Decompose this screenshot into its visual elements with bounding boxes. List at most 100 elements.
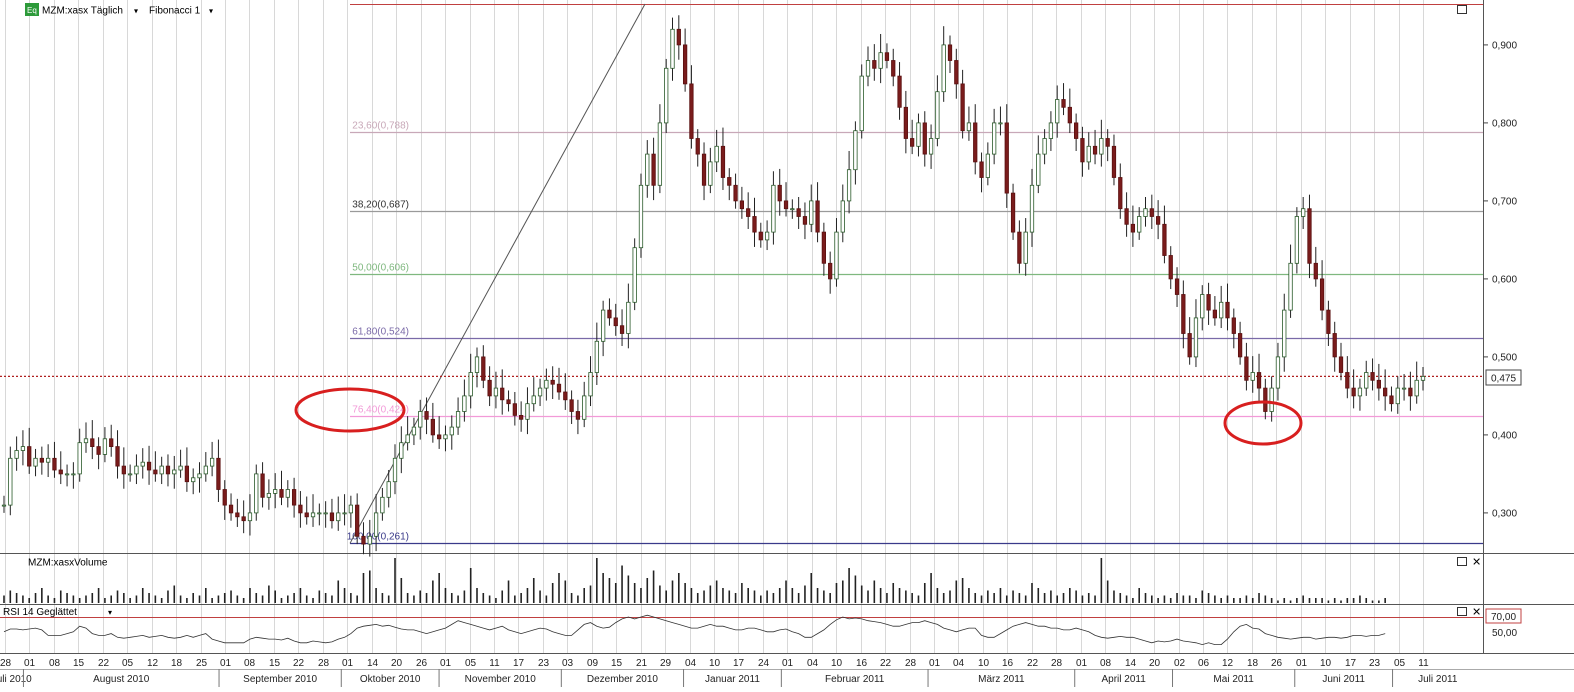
candle-body [922, 122, 927, 155]
day-label: 10 [709, 658, 721, 669]
candle-body [928, 138, 934, 155]
current-price-label: 0,475 [1491, 374, 1516, 385]
day-label: 04 [685, 658, 697, 669]
candle-body [1370, 372, 1375, 381]
day-label: 08 [1100, 658, 1112, 669]
day-label: 01 [929, 658, 941, 669]
rsi-maximize-button[interactable] [1457, 607, 1467, 616]
candle-body [481, 356, 486, 381]
candle-body [1263, 387, 1268, 412]
price-tick-label: 0,700 [1492, 196, 1517, 207]
candle-body [291, 489, 297, 506]
price-tick-label: 0,400 [1492, 430, 1517, 441]
candle-body [1326, 309, 1331, 334]
candle-body [1187, 333, 1192, 358]
candle-body [77, 442, 82, 475]
candle-body [998, 122, 1003, 125]
indicator-dropdown-icon[interactable]: ▾ [209, 7, 213, 16]
candle-body [676, 28, 681, 46]
candle-body [146, 461, 152, 471]
candle-body [739, 200, 745, 210]
candle-body [1231, 317, 1236, 334]
day-label: 01 [782, 658, 794, 669]
symbol-dropdown-icon[interactable]: ▾ [134, 7, 138, 16]
candle-body [1124, 208, 1129, 225]
date-axis: 28 01 08 15 22 05 12 18 25 01 08 15 22 28 01 14 20 26 01 05… [0, 658, 1458, 687]
candle-body [670, 28, 675, 69]
rsi-panel-title[interactable]: RSI 14 Geglättet [3, 607, 77, 618]
candle-body [298, 504, 303, 514]
candle-body [872, 60, 877, 69]
rsi-mid-label: 50,00 [1492, 628, 1517, 639]
candle-body [58, 469, 63, 475]
candle-body [973, 122, 978, 163]
rsi-close-icon[interactable]: ✕ [1472, 607, 1481, 619]
candle-body [809, 200, 814, 225]
candle-body [682, 44, 688, 85]
candle-body [1181, 294, 1186, 334]
rsi-upper-label: 70,00 [1491, 612, 1516, 623]
candle-body [1408, 387, 1413, 397]
day-label: 11 [489, 658, 500, 669]
current-price-marker: 0,475 [1485, 369, 1522, 386]
candle-body [1313, 262, 1318, 280]
fib-level-label: 61,80(0,524) [352, 327, 409, 338]
day-label: 26 [416, 658, 428, 669]
day-label: 26 [1271, 658, 1283, 669]
candle-body [1225, 301, 1230, 319]
candle-body [796, 208, 801, 217]
price-maximize-button[interactable] [1457, 5, 1467, 14]
day-label: 03 [562, 658, 574, 669]
candle-body [323, 512, 328, 515]
rsi-line [3, 614, 1386, 646]
volume-maximize-button[interactable] [1457, 557, 1467, 566]
candle-body [1383, 387, 1388, 397]
month-label: Oktober 2010 [360, 674, 421, 685]
day-label: 01 [220, 658, 232, 669]
indicator-menu[interactable]: Fibonacci 1 [149, 6, 201, 17]
candle-body [632, 247, 637, 303]
candle-body [853, 130, 858, 171]
fib-level-label: 23,60(0,788) [352, 121, 409, 132]
candle-body [285, 489, 290, 498]
volume-close-icon[interactable]: ✕ [1472, 557, 1481, 569]
candle-body [828, 262, 833, 280]
day-label: 28 [0, 658, 11, 669]
rsi-dropdown-icon[interactable]: ▾ [108, 608, 112, 617]
day-label: 24 [758, 658, 770, 669]
day-label: 05 [1394, 658, 1406, 669]
volume-bars [3, 558, 1386, 603]
candle-body [1092, 145, 1098, 155]
candle-body [1389, 395, 1394, 405]
candle-body [720, 145, 726, 178]
candle-body [1212, 309, 1218, 319]
day-label: 09 [587, 658, 599, 669]
candle-body [512, 403, 517, 416]
annotation-circle-left [294, 387, 406, 433]
day-label: 05 [465, 658, 477, 669]
candle-body [865, 60, 871, 77]
candle-body [1237, 333, 1243, 358]
day-label: 06 [1198, 658, 1210, 669]
chart-header[interactable]: Eq MZM:xasx Täglich ▾ Fibonacci 1 ▾ [25, 3, 213, 17]
candle-body [254, 473, 259, 514]
day-label: 04 [807, 658, 819, 669]
candle-body [1401, 387, 1407, 390]
candle-body [83, 438, 89, 444]
candle-body [134, 465, 139, 475]
candle-body [247, 512, 253, 522]
symbol-title[interactable]: MZM:xasx Täglich [42, 6, 123, 17]
candle-body [367, 535, 372, 545]
candle-body [455, 411, 461, 428]
candle-body [468, 372, 473, 397]
candle-body [46, 457, 51, 463]
candle-body [506, 399, 511, 405]
candle-body [1174, 278, 1180, 295]
candle-body [153, 469, 158, 475]
candle-body [771, 184, 776, 233]
day-label: 20 [391, 658, 403, 669]
candle-body [607, 309, 612, 319]
candle-body [197, 473, 202, 479]
candle-body [897, 75, 902, 108]
candle-body [1345, 372, 1350, 389]
